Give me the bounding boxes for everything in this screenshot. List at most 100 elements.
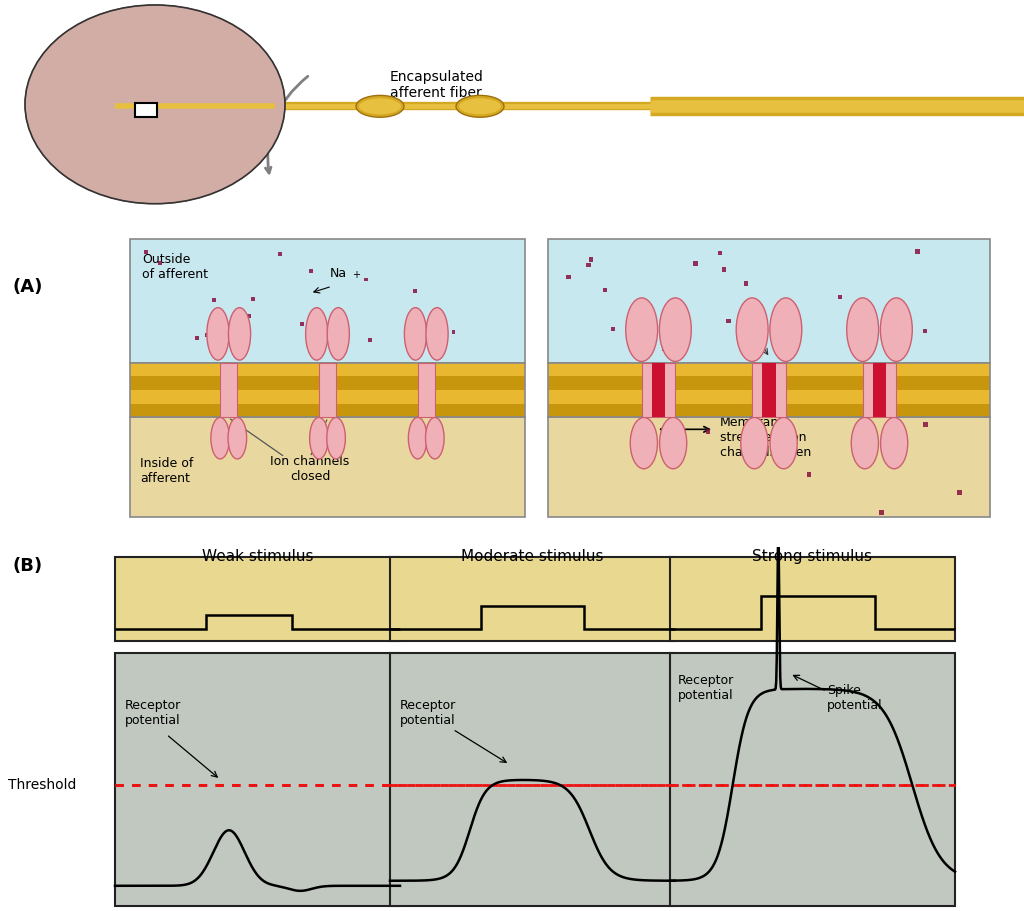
Ellipse shape	[328, 308, 349, 360]
Bar	[838, 295, 842, 300]
Bar	[130, 390, 525, 404]
Ellipse shape	[25, 5, 285, 204]
Text: Membrane
stretched, ion
channels open: Membrane stretched, ion channels open	[720, 415, 811, 459]
Ellipse shape	[404, 308, 427, 360]
Ellipse shape	[456, 96, 504, 118]
Bar	[548, 417, 990, 517]
Ellipse shape	[327, 417, 345, 459]
Bar	[368, 338, 372, 342]
Text: Strong stimulus: Strong stimulus	[753, 548, 872, 564]
Ellipse shape	[228, 308, 251, 360]
Bar	[753, 363, 785, 417]
Bar	[718, 251, 722, 255]
Ellipse shape	[770, 417, 798, 469]
Text: Na: Na	[330, 267, 347, 281]
Bar	[135, 103, 157, 118]
Ellipse shape	[626, 298, 657, 362]
Text: Outside
of afferent: Outside of afferent	[142, 253, 208, 281]
Bar	[726, 319, 731, 323]
Bar	[670, 557, 955, 641]
Text: Inside of
afferent: Inside of afferent	[140, 457, 194, 486]
Bar	[603, 288, 607, 292]
Ellipse shape	[881, 417, 907, 469]
Text: Receptor
potential: Receptor potential	[678, 673, 734, 701]
Bar	[743, 281, 749, 286]
Ellipse shape	[51, 25, 259, 184]
Ellipse shape	[90, 55, 220, 154]
Ellipse shape	[38, 15, 272, 194]
Bar	[309, 270, 312, 273]
Text: Moderate stimulus: Moderate stimulus	[461, 548, 604, 564]
Ellipse shape	[116, 75, 194, 134]
Bar	[143, 250, 147, 253]
Bar	[670, 653, 955, 906]
Bar	[130, 376, 525, 390]
Bar	[212, 298, 216, 302]
Bar	[130, 363, 525, 376]
Bar	[915, 250, 920, 253]
Bar	[247, 314, 251, 318]
Bar	[115, 653, 400, 906]
Bar	[205, 333, 209, 337]
Bar	[589, 257, 593, 261]
Bar	[548, 363, 990, 376]
Bar	[652, 363, 666, 417]
Bar	[762, 363, 775, 417]
Ellipse shape	[63, 35, 246, 174]
Ellipse shape	[228, 417, 247, 459]
Text: Threshold: Threshold	[8, 778, 77, 792]
Ellipse shape	[305, 308, 328, 360]
Bar	[693, 261, 697, 266]
Bar	[707, 429, 711, 434]
Ellipse shape	[103, 65, 207, 144]
Bar	[418, 363, 435, 417]
Bar	[115, 557, 400, 641]
Bar	[924, 423, 928, 427]
Bar	[220, 363, 238, 417]
Bar	[452, 331, 456, 334]
Text: Ion channels
closed: Ion channels closed	[270, 456, 349, 483]
Ellipse shape	[356, 96, 404, 118]
Ellipse shape	[142, 95, 168, 114]
Ellipse shape	[129, 85, 181, 124]
Bar	[587, 263, 591, 267]
Text: Spike
potential: Spike potential	[826, 684, 883, 711]
Bar	[923, 329, 928, 333]
Bar	[158, 261, 162, 265]
Ellipse shape	[77, 45, 233, 164]
Bar	[414, 289, 418, 293]
Bar	[278, 251, 282, 256]
Ellipse shape	[359, 98, 401, 114]
Bar	[251, 297, 255, 301]
Ellipse shape	[211, 417, 229, 459]
Bar	[548, 376, 990, 390]
Text: Receptor
potential: Receptor potential	[125, 699, 181, 727]
Bar	[722, 267, 726, 271]
Bar	[749, 423, 753, 427]
Ellipse shape	[207, 308, 229, 360]
Bar	[300, 322, 304, 326]
Text: +: +	[352, 271, 360, 281]
Bar	[130, 417, 525, 517]
Ellipse shape	[630, 417, 657, 469]
Bar	[548, 363, 990, 417]
Bar	[130, 404, 525, 417]
Ellipse shape	[736, 298, 768, 362]
Bar	[566, 274, 570, 279]
Bar	[872, 363, 886, 417]
Bar	[548, 390, 990, 404]
Bar	[642, 363, 675, 417]
Text: (A): (A)	[12, 278, 42, 296]
Ellipse shape	[426, 417, 444, 459]
Bar	[863, 363, 896, 417]
Bar	[663, 346, 667, 351]
Bar	[130, 363, 525, 417]
Text: Encapsulated
afferent fiber: Encapsulated afferent fiber	[390, 69, 484, 100]
Ellipse shape	[309, 417, 329, 459]
Bar	[548, 239, 990, 363]
Bar	[196, 336, 199, 340]
Ellipse shape	[851, 417, 879, 469]
Ellipse shape	[740, 417, 768, 469]
Ellipse shape	[426, 308, 449, 360]
Ellipse shape	[409, 417, 427, 459]
